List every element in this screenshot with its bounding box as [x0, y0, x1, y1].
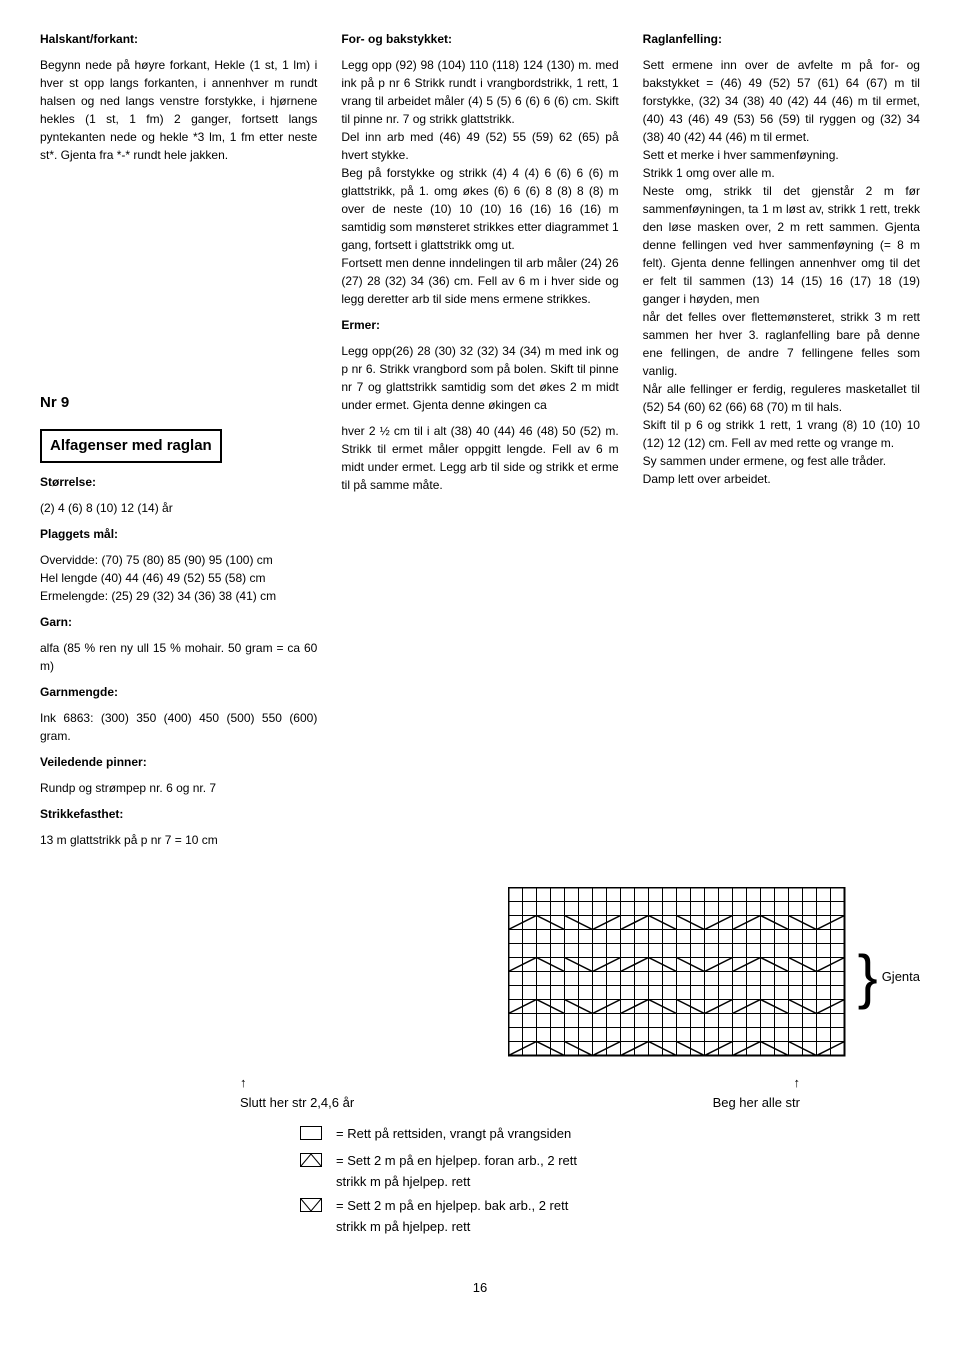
- garnmengde-label: Garnmengde:: [40, 683, 317, 701]
- garnmengde-value: Ink 6863: (300) 350 (400) 450 (500) 550 …: [40, 709, 317, 745]
- three-column-layout: Halskant/forkant: Begynn nede på høyre f…: [40, 30, 920, 857]
- ermer-body-2: hver 2 ½ cm til i alt (38) 40 (44) 46 (4…: [341, 422, 618, 494]
- fasthet-label: Strikkefasthet:: [40, 805, 317, 823]
- diagram-zone: } Gjenta ↑ Slutt her str 2,4,6 år ↑ Beg …: [40, 887, 920, 1238]
- diagram-row: } Gjenta: [40, 887, 920, 1057]
- legend-row-1: = Rett på rettsiden, vrangt på vrangside…: [300, 1124, 860, 1147]
- arrow-labels-row: ↑ Slutt her str 2,4,6 år ↑ Beg her alle …: [160, 1073, 830, 1112]
- legend-symbol-back-cable-icon: [300, 1198, 326, 1219]
- column-2: For- og bakstykket: Legg opp (92) 98 (10…: [341, 30, 618, 857]
- raglan-body: Sett ermene inn over de avfelte m på for…: [643, 56, 920, 488]
- page-number: 16: [40, 1278, 920, 1298]
- brace-icon: }: [858, 947, 878, 1007]
- halskant-body: Begynn nede på høyre forkant, Hekle (1 s…: [40, 56, 317, 164]
- plaggets-value: Overvidde: (70) 75 (80) 85 (90) 95 (100)…: [40, 551, 317, 605]
- ermer-title: Ermer:: [341, 316, 618, 334]
- ermer-body-1: Legg opp(26) 28 (30) 32 (32) 34 (34) m m…: [341, 342, 618, 414]
- legend-text-2b: strikk m på hjelpep. rett: [336, 1174, 470, 1189]
- garn-value: alfa (85 % ren ny ull 15 % mohair. 50 gr…: [40, 639, 317, 675]
- knitting-chart: [508, 887, 846, 1057]
- garn-label: Garn:: [40, 613, 317, 631]
- left-arrow-text: Slutt her str 2,4,6 år: [240, 1095, 354, 1110]
- fasthet-value: 13 m glattstrikk på p nr 7 = 10 cm: [40, 831, 317, 849]
- right-arrow-text: Beg her alle str: [713, 1095, 800, 1110]
- forbak-body: Legg opp (92) 98 (104) 110 (118) 124 (13…: [341, 56, 618, 308]
- plaggets-label: Plaggets mål:: [40, 525, 317, 543]
- size-value: (2) 4 (6) 8 (10) 12 (14) år: [40, 499, 317, 517]
- gjenta-label: Gjenta: [882, 967, 920, 987]
- column-1: Halskant/forkant: Begynn nede på høyre f…: [40, 30, 317, 857]
- legend-text-1: = Rett på rettsiden, vrangt på vrangside…: [336, 1124, 571, 1145]
- legend-text-3a: = Sett 2 m på en hjelpep. bak arb., 2 re…: [336, 1198, 568, 1213]
- legend-text-2a: = Sett 2 m på en hjelpep. foran arb., 2 …: [336, 1153, 577, 1168]
- size-label: Størrelse:: [40, 473, 317, 491]
- legend-symbol-plain-icon: [300, 1126, 326, 1147]
- column-3: Raglanfelling: Sett ermene inn over de a…: [643, 30, 920, 857]
- legend-row-2: = Sett 2 m på en hjelpep. foran arb., 2 …: [300, 1151, 860, 1193]
- pattern-number: Nr 9: [40, 392, 317, 415]
- pattern-title-box: Alfagenser med raglan: [40, 429, 222, 464]
- gjenta-label-wrap: } Gjenta: [858, 947, 920, 1007]
- pinner-value: Rundp og strømpep nr. 6 og nr. 7: [40, 779, 317, 797]
- raglan-title: Raglanfelling:: [643, 30, 920, 48]
- pinner-label: Veiledende pinner:: [40, 753, 317, 771]
- forbak-title: For- og bakstykket:: [341, 30, 618, 48]
- legend-text-3b: strikk m på hjelpep. rett: [336, 1219, 470, 1234]
- legend: = Rett på rettsiden, vrangt på vrangside…: [300, 1124, 860, 1238]
- arrow-up-icon: ↑: [240, 1073, 247, 1093]
- legend-text-2: = Sett 2 m på en hjelpep. foran arb., 2 …: [336, 1151, 577, 1193]
- halskant-title: Halskant/forkant:: [40, 30, 317, 48]
- right-arrow-label: ↑ Beg her alle str: [713, 1073, 800, 1112]
- left-arrow-label: ↑ Slutt her str 2,4,6 år: [240, 1073, 354, 1112]
- arrow-up-icon: ↑: [794, 1073, 801, 1093]
- legend-symbol-front-cable-icon: [300, 1153, 326, 1174]
- legend-text-3: = Sett 2 m på en hjelpep. bak arb., 2 re…: [336, 1196, 568, 1238]
- legend-row-3: = Sett 2 m på en hjelpep. bak arb., 2 re…: [300, 1196, 860, 1238]
